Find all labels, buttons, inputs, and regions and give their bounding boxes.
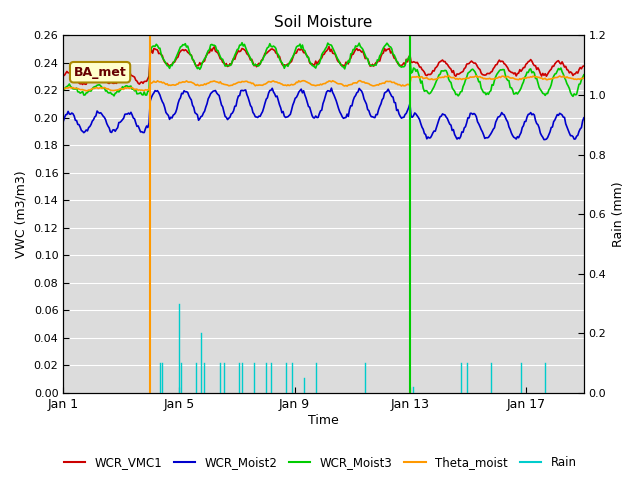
Title: Soil Moisture: Soil Moisture <box>275 15 372 30</box>
X-axis label: Time: Time <box>308 414 339 427</box>
Text: BA_met: BA_met <box>74 66 127 79</box>
Y-axis label: VWC (m3/m3): VWC (m3/m3) <box>15 170 28 258</box>
Y-axis label: Rain (mm): Rain (mm) <box>612 181 625 247</box>
Legend: WCR_VMC1, WCR_Moist2, WCR_Moist3, Theta_moist, Rain: WCR_VMC1, WCR_Moist2, WCR_Moist3, Theta_… <box>59 452 581 474</box>
